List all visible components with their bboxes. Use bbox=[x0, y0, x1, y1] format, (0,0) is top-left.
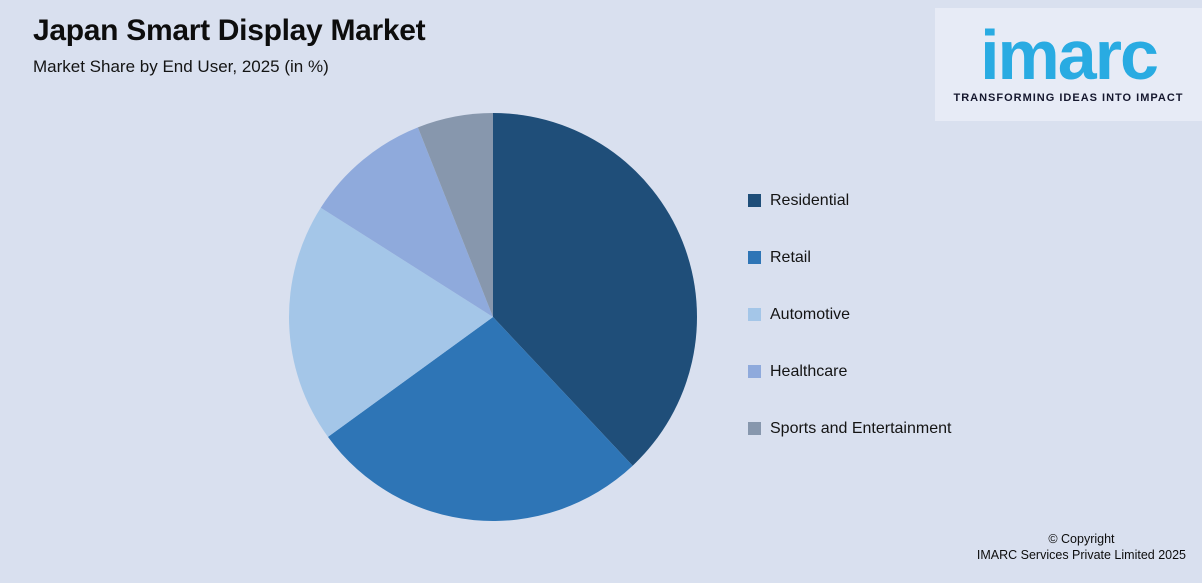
legend-label-residential: Residential bbox=[770, 191, 850, 209]
legend-item-retail: Retail bbox=[748, 248, 951, 267]
copyright-line1: © Copyright bbox=[1048, 531, 1115, 546]
legend-item-automotive: Automotive bbox=[748, 305, 951, 324]
legend-label-retail: Retail bbox=[770, 248, 811, 266]
legend-label-automotive: Automotive bbox=[770, 305, 851, 323]
copyright-line2: IMARC Services Private Limited 2025 bbox=[976, 547, 1186, 562]
copyright-notice: © Copyright IMARC Services Private Limit… bbox=[977, 531, 1186, 564]
pie-chart bbox=[289, 113, 698, 522]
legend-marker-sports-and-entertainment bbox=[748, 422, 761, 435]
pie-slice-retail bbox=[327, 317, 633, 522]
imarc-logo: imarc TRANSFORMING IDEAS INTO IMPACT bbox=[935, 8, 1202, 121]
legend-item-healthcare: Healthcare bbox=[748, 362, 951, 381]
legend-item-residential: Residential bbox=[748, 191, 951, 210]
legend-marker-retail bbox=[748, 251, 761, 264]
legend-label-sports-and-entertainment: Sports and Entertainment bbox=[770, 419, 952, 437]
pie-slice-healthcare bbox=[320, 127, 493, 317]
legend-marker-automotive bbox=[748, 308, 761, 321]
header: Japan Smart Display Market Market Share … bbox=[33, 14, 426, 77]
page-subtitle: Market Share by End User, 2025 (in %) bbox=[33, 56, 329, 76]
imarc-logo-wordmark: imarc bbox=[980, 15, 1159, 94]
legend-marker-healthcare bbox=[748, 365, 761, 378]
page-title: Japan Smart Display Market bbox=[33, 14, 426, 47]
pie-slice-sports-and-entertainment bbox=[417, 113, 493, 317]
imarc-logo-tagline: TRANSFORMING IDEAS INTO IMPACT bbox=[953, 92, 1184, 105]
legend-item-sports-and-entertainment: Sports and Entertainment bbox=[748, 419, 951, 438]
legend-marker-residential bbox=[748, 194, 761, 207]
pie-slice-automotive bbox=[289, 207, 493, 437]
chart-legend: Residential Retail Automotive Healthcare… bbox=[748, 191, 951, 476]
legend-label-healthcare: Healthcare bbox=[770, 362, 848, 380]
pie-slice-residential bbox=[493, 113, 698, 466]
